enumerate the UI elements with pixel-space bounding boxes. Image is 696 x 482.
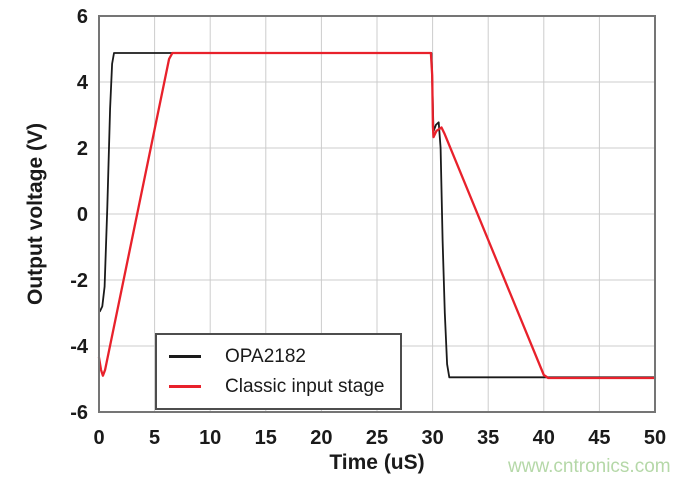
y-tick-label: -2 — [70, 270, 88, 292]
y-tick-label: 6 — [77, 6, 88, 28]
legend-line-sample-black — [169, 355, 201, 358]
y-tick-label: -4 — [70, 336, 89, 358]
x-tick-label: 45 — [588, 427, 610, 449]
y-tick-label: 0 — [77, 204, 88, 226]
x-tick-label: 40 — [533, 427, 555, 449]
y-tick-label: 2 — [77, 138, 88, 160]
x-axis-title: Time (uS) — [329, 451, 425, 474]
legend-label-opa2182: OPA2182 — [225, 345, 306, 367]
y-tick-label: -6 — [70, 402, 88, 424]
y-axis-title: Output voltage (V) — [24, 123, 47, 305]
x-tick-label: 50 — [644, 427, 666, 449]
x-tick-label: 10 — [199, 427, 221, 449]
x-tick-label: 25 — [366, 427, 388, 449]
x-tick-label: 5 — [149, 427, 160, 449]
trace-classic-input-stage — [97, 51, 657, 380]
legend-item-classic: Classic input stage — [169, 374, 400, 400]
x-tick-label: 30 — [421, 427, 443, 449]
watermark: www.cntronics.com — [508, 456, 671, 477]
y-tick-label: 4 — [77, 72, 89, 94]
legend-item-opa2182: OPA2182 — [169, 344, 400, 370]
x-tick-label: 20 — [310, 427, 332, 449]
legend-box: OPA2182 Classic input stage — [155, 333, 402, 410]
axis-frame — [98, 15, 656, 413]
x-tick-label: 15 — [255, 427, 277, 449]
legend-label-classic: Classic input stage — [225, 375, 385, 397]
x-tick-label: 0 — [93, 427, 104, 449]
x-tick-label: 35 — [477, 427, 499, 449]
legend-line-sample-red — [169, 385, 201, 388]
